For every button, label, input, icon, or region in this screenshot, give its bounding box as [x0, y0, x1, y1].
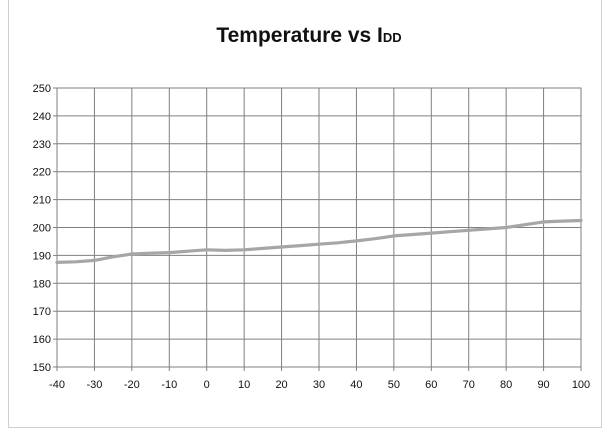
y-tick-label: 230: [33, 139, 51, 151]
x-tick-label: -30: [86, 379, 102, 391]
y-tick-label: 160: [33, 334, 51, 346]
x-tick-label: 10: [238, 379, 250, 391]
y-tick-label: 150: [33, 362, 51, 374]
chart-title: Temperature vs IDD: [216, 24, 401, 47]
chart-title-subscript: DD: [383, 30, 402, 45]
plot-border: [56, 87, 582, 368]
y-tick-label: 210: [33, 195, 51, 207]
x-tick-label: 30: [313, 379, 325, 391]
y-tick-label: 220: [33, 167, 51, 179]
y-tick-label: 180: [33, 278, 51, 290]
x-tick-label: -40: [49, 379, 65, 391]
x-tick-label: 90: [537, 379, 549, 391]
series-line-0: [55, 218, 583, 264]
x-tick-label: 80: [500, 379, 512, 391]
x-tick-label: 40: [350, 379, 362, 391]
chart-title-main: Temperature vs I: [216, 24, 383, 47]
x-tick-label: 100: [572, 379, 590, 391]
y-tick-label: 170: [33, 306, 51, 318]
y-tick-label: 200: [33, 223, 51, 235]
x-tick-label: 20: [275, 379, 287, 391]
x-tick-label: -20: [124, 379, 140, 391]
x-tick-label: 70: [463, 379, 475, 391]
x-tick-label: -10: [161, 379, 177, 391]
y-tick-label: 250: [33, 83, 51, 95]
x-tick-label: 60: [425, 379, 437, 391]
y-tick-label: 190: [33, 250, 51, 262]
y-tick-label: 240: [33, 111, 51, 123]
x-tick-label: 0: [204, 379, 210, 391]
x-tick-label: 50: [388, 379, 400, 391]
